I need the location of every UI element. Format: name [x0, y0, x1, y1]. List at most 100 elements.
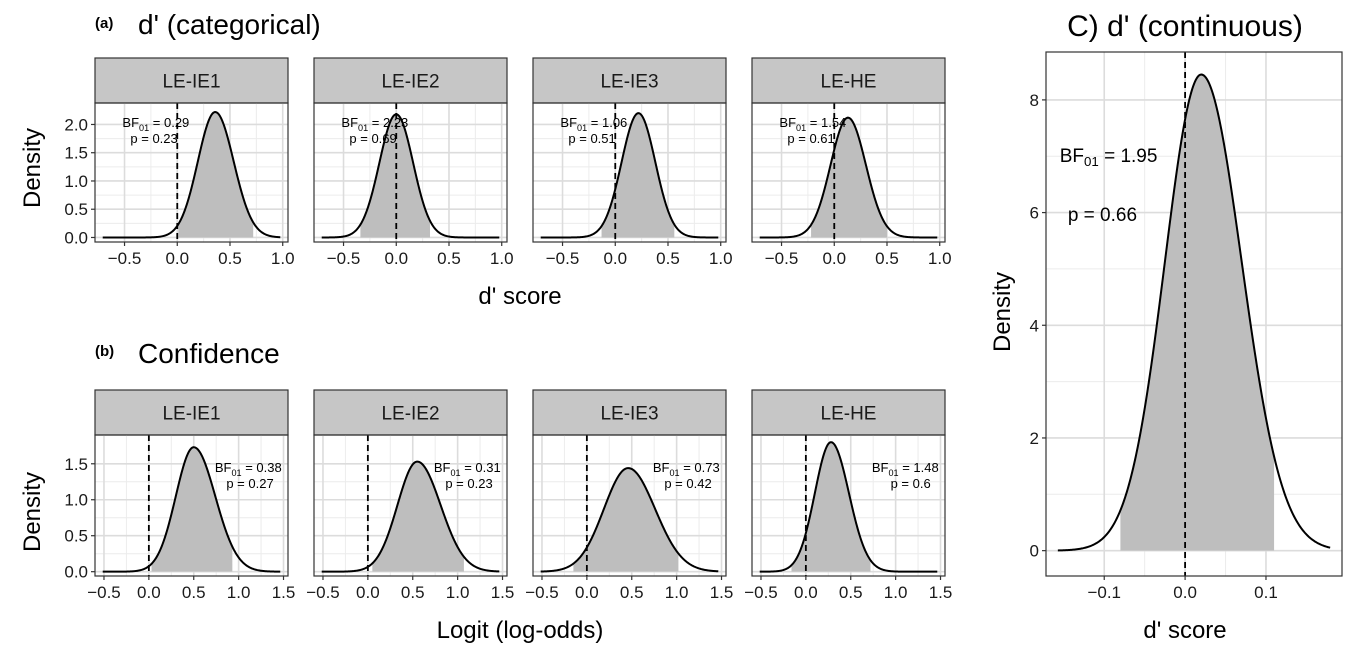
facet-density-curve [540, 467, 719, 573]
panel-c-y-tick-label: 6 [1030, 204, 1039, 223]
facet-strip [532, 57, 727, 104]
facet-x-tick-label: −0.5 [765, 249, 799, 268]
facet-x-tick-label: 0.0 [356, 583, 380, 602]
facet-x-tick-label: 0.0 [603, 249, 627, 268]
facet-strip [313, 57, 508, 104]
panel-b-tag: (b) [95, 343, 114, 360]
panel-c-density-curve [1057, 73, 1331, 552]
facet-panel-border [313, 434, 508, 577]
facet-density-curve [321, 460, 500, 573]
facet-density-curve [540, 112, 719, 239]
facet-x-tick-label: −0.5 [744, 583, 778, 602]
panel-c-bf-annotation: BF01 = 1.95 [1060, 146, 1158, 169]
facet-x-tick-label: 0.0 [384, 249, 408, 268]
facet-x-tick-label: 0.0 [137, 583, 161, 602]
facet-strip [94, 389, 289, 436]
panel-c-title: C) d' (continuous) [1067, 10, 1303, 43]
panel-c-x-tick-label: 0.0 [1173, 583, 1197, 602]
panel-c-y-tick-label: 4 [1030, 316, 1039, 335]
facet-density-curve [102, 446, 281, 573]
facet-x-tick-label: 1.0 [271, 249, 295, 268]
facet-strip-label: LE-IE2 [381, 72, 439, 93]
facet-p-annotation: p = 0.23 [445, 476, 492, 491]
facet-strip-label: LE-IE1 [162, 404, 220, 425]
facet-panel-border [532, 434, 727, 577]
panel-b-ylabel: Density [19, 472, 46, 552]
facet-le-ie1: LE-IE1 −0.5 0.0 0.5 1.0 0.0 0.5 1.0 1.5 2.0 BF01 =… [64, 57, 295, 268]
panel-c-p-annotation: p = 0.66 [1068, 205, 1137, 226]
facet-x-tick-label: 0.5 [401, 583, 425, 602]
facet-y-tick-label: 1.0 [64, 491, 88, 510]
facet-x-tick-label: 0.0 [822, 249, 846, 268]
facet-le-ie2: LE-IE2 −0.5 0.0 0.5 1.0 BF01 = 2.23p = 0.69 [313, 57, 514, 268]
facet-bf-annotation: BF01 = 0.73 [653, 460, 720, 478]
facet-x-tick-label: 1.0 [928, 249, 952, 268]
facet-density-curve [102, 111, 281, 239]
facet-x-tick-label: 1.0 [490, 249, 514, 268]
panel-a-title: d' (categorical) [138, 9, 321, 40]
facet-x-tick-label: 1.0 [227, 583, 251, 602]
panel-c-plot: −0.1 0.0 0.1 0 2 4 6 8 BF01 = 1.95 p = 0.66 [1030, 51, 1343, 602]
panel-b-facets: LE-IE1−0.5 0.0 0.5 1.0 1.50.00.51.01.5 BF01 =… [64, 389, 952, 602]
facet-density-curve [759, 441, 938, 573]
facet-y-tick-label: 1.5 [64, 455, 88, 474]
facet-bf-annotation: BF01 = 1.06 [560, 115, 627, 133]
panel-c-x-tick-label: −0.1 [1087, 583, 1121, 602]
facet-p-annotation: p = 0.42 [664, 476, 711, 491]
facet-x-tick-label: 0.5 [218, 249, 242, 268]
facet-x-tick-label: 1.5 [491, 583, 515, 602]
facet-bf-annotation: BF01 = 1.48 [872, 460, 939, 478]
facet-x-tick-label: −0.5 [525, 583, 559, 602]
facet-bf-annotation: BF01 = 0.29 [122, 115, 189, 133]
panel-a-xlabel: d' score [478, 283, 561, 310]
facet-x-tick-label: 1.0 [884, 583, 908, 602]
facet-strip-label: LE-HE [821, 404, 877, 425]
facet-x-tick-label: −0.5 [546, 249, 580, 268]
facet-p-annotation: p = 0.51 [568, 131, 615, 146]
facet-y-tick-label: 0.0 [64, 563, 88, 582]
facet-le-he: LE-HE −0.5 0.0 0.5 1.0 BF01 = 1.54p = 0.61 [751, 57, 952, 268]
facet-x-tick-label: 0.5 [656, 249, 680, 268]
panel-c-credible-interval-area [1120, 74, 1275, 551]
panel-a-ylabel: Density [19, 128, 46, 208]
facet-le-ie1: LE-IE1−0.5 0.0 0.5 1.0 1.50.00.51.01.5 BF01 =… [64, 389, 296, 602]
facet-x-tick-label: 1.5 [710, 583, 734, 602]
facet-x-tick-label: 0.5 [839, 583, 863, 602]
facet-le-ie2: LE-IE2 −0.5 0.0 0.5 1.0 1.5 BF01 = 0.31p = 0.2… [306, 389, 515, 602]
facet-y-tick-label: 0.0 [64, 228, 88, 247]
facet-x-tick-label: −0.5 [327, 249, 361, 268]
facet-bf-annotation: BF01 = 0.31 [434, 460, 501, 478]
facet-strip-label: LE-HE [821, 72, 877, 93]
facet-credible-interval-area [178, 112, 254, 238]
facet-strip-label: LE-IE2 [381, 404, 439, 425]
facet-p-annotation: p = 0.23 [130, 131, 177, 146]
facet-p-annotation: p = 0.6 [891, 476, 931, 491]
panel-c-y-tick-label: 8 [1030, 91, 1039, 110]
facet-le-ie3: LE-IE3 −0.5 0.0 0.5 1.0 1.5 BF01 = 0.73p = 0.4… [525, 389, 734, 602]
facet-strip [751, 389, 946, 436]
facet-strip [94, 57, 289, 104]
facet-credible-interval-area [151, 447, 233, 572]
facet-x-tick-label: 0.0 [794, 583, 818, 602]
facet-panel-border [532, 102, 727, 243]
facet-panel-border [313, 102, 508, 243]
facet-x-tick-label: 0.0 [165, 249, 189, 268]
facet-strip [751, 57, 946, 104]
facet-strip-label: LE-IE3 [600, 404, 658, 425]
panel-c-x-tick-label: 0.1 [1254, 583, 1278, 602]
facet-credible-interval-area [573, 468, 679, 572]
facet-le-he: LE-HE −0.5 0.0 0.5 1.0 1.5 BF01 = 1.48p = 0.6 [744, 389, 952, 602]
facet-y-tick-label: 1.5 [64, 144, 88, 163]
facet-panel-border [94, 434, 289, 577]
facet-x-tick-label: −0.5 [87, 583, 121, 602]
facet-y-tick-label: 1.0 [64, 172, 88, 191]
panel-a-tag: (a) [95, 15, 113, 32]
facet-x-tick-label: 1.0 [709, 249, 733, 268]
facet-credible-interval-area [360, 114, 431, 238]
facet-le-ie3: LE-IE3 −0.5 0.0 0.5 1.0 BF01 = 1.06p = 0.51 [532, 57, 733, 268]
facet-credible-interval-area [811, 117, 887, 238]
facet-x-tick-label: −0.5 [306, 583, 340, 602]
facet-x-tick-label: 1.5 [272, 583, 296, 602]
facet-x-tick-label: −0.5 [108, 249, 142, 268]
